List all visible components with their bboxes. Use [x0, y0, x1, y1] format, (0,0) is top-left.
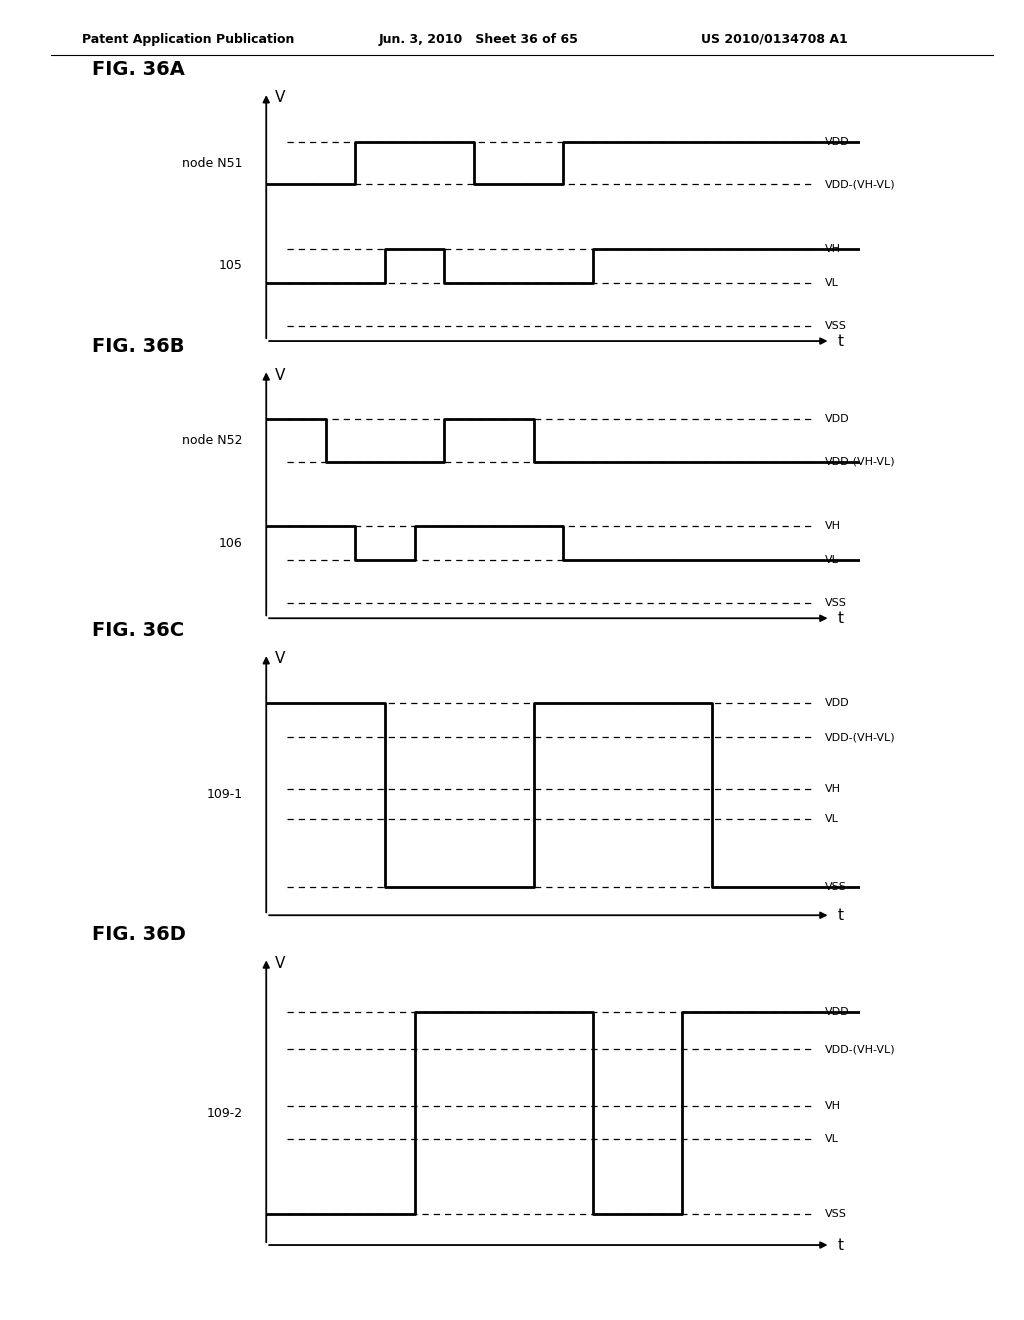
Text: VL: VL — [824, 279, 839, 288]
Text: VDD: VDD — [824, 1007, 849, 1016]
Text: VDD-(VH-VL): VDD-(VH-VL) — [824, 733, 895, 742]
Text: Jun. 3, 2010   Sheet 36 of 65: Jun. 3, 2010 Sheet 36 of 65 — [379, 33, 579, 46]
Text: node N51: node N51 — [182, 157, 243, 169]
Text: V: V — [275, 956, 286, 972]
Text: VSS: VSS — [824, 321, 847, 331]
Text: FIG. 36A: FIG. 36A — [92, 61, 185, 79]
Text: Patent Application Publication: Patent Application Publication — [82, 33, 294, 46]
Text: VDD-(VH-VL): VDD-(VH-VL) — [824, 180, 895, 190]
Text: VL: VL — [824, 813, 839, 824]
Text: VDD: VDD — [824, 413, 849, 424]
Text: FIG. 36C: FIG. 36C — [92, 622, 184, 640]
Text: VL: VL — [824, 1134, 839, 1144]
Text: VH: VH — [824, 1101, 841, 1111]
Text: VH: VH — [824, 521, 841, 531]
Text: t: t — [838, 611, 844, 626]
Text: US 2010/0134708 A1: US 2010/0134708 A1 — [701, 33, 848, 46]
Text: FIG. 36B: FIG. 36B — [92, 338, 184, 356]
Text: VDD-(VH-VL): VDD-(VH-VL) — [824, 457, 895, 467]
Text: node N52: node N52 — [182, 434, 243, 446]
Text: VH: VH — [824, 244, 841, 253]
Text: t: t — [838, 908, 844, 923]
Text: 109-1: 109-1 — [207, 788, 243, 801]
Text: t: t — [838, 1238, 844, 1253]
Text: VDD-(VH-VL): VDD-(VH-VL) — [824, 1044, 895, 1055]
Text: FIG. 36D: FIG. 36D — [92, 925, 186, 944]
Text: VSS: VSS — [824, 882, 847, 892]
Text: VDD: VDD — [824, 698, 849, 708]
Text: VSS: VSS — [824, 598, 847, 609]
Text: V: V — [275, 367, 286, 383]
Text: 106: 106 — [219, 537, 243, 549]
Text: 105: 105 — [218, 260, 243, 272]
Text: VDD: VDD — [824, 136, 849, 147]
Text: VL: VL — [824, 556, 839, 565]
Text: V: V — [275, 651, 286, 667]
Text: 109-2: 109-2 — [207, 1106, 243, 1119]
Text: VSS: VSS — [824, 1209, 847, 1220]
Text: t: t — [838, 334, 844, 348]
Text: VH: VH — [824, 784, 841, 793]
Text: V: V — [275, 90, 286, 106]
